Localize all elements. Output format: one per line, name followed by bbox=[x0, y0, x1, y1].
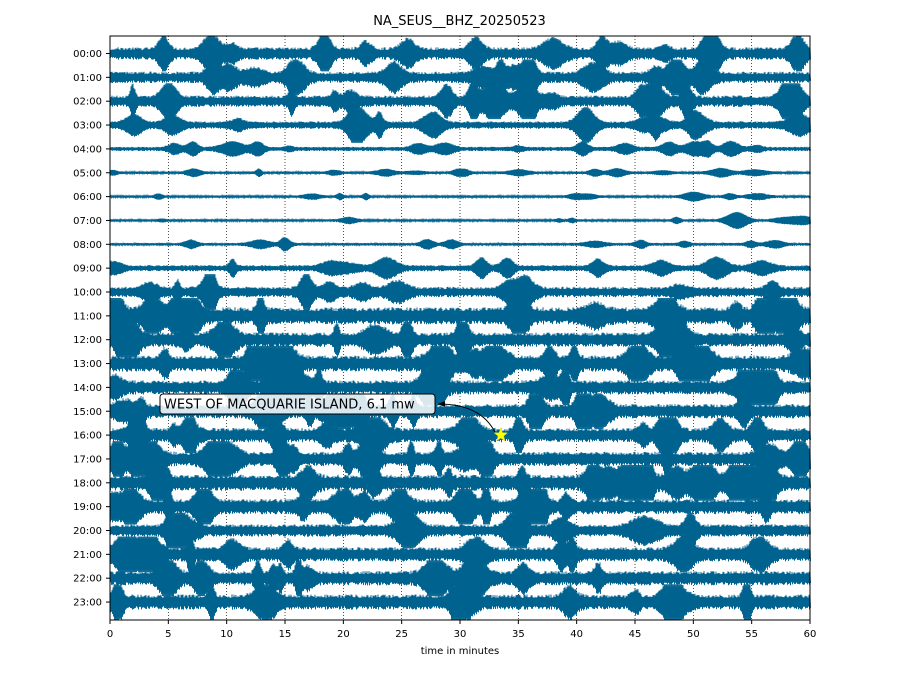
trace-line bbox=[109, 584, 811, 620]
trace-line bbox=[109, 560, 811, 597]
trace-line bbox=[109, 211, 811, 230]
trace-line bbox=[109, 107, 811, 143]
x-tick-label: 5 bbox=[165, 629, 171, 640]
y-tick-label: 23:00 bbox=[73, 598, 102, 609]
trace-line bbox=[109, 441, 811, 477]
trace-line bbox=[109, 297, 811, 334]
y-tick-label: 11:00 bbox=[73, 311, 102, 322]
x-tick-label: 0 bbox=[107, 629, 113, 640]
y-tick-label: 13:00 bbox=[73, 359, 102, 370]
trace-line bbox=[109, 369, 811, 406]
x-tick-label: 60 bbox=[804, 629, 817, 640]
y-tick-label: 20:00 bbox=[73, 526, 102, 537]
trace-line bbox=[109, 274, 811, 310]
x-tick-label: 25 bbox=[395, 629, 408, 640]
trace-line bbox=[109, 139, 811, 158]
y-tick-label: 01:00 bbox=[73, 73, 102, 84]
x-tick-label: 15 bbox=[279, 629, 292, 640]
y-tick-label: 05:00 bbox=[73, 168, 102, 179]
y-tick-label: 08:00 bbox=[73, 240, 102, 251]
trace-line bbox=[109, 191, 811, 202]
y-tick-label: 22:00 bbox=[73, 574, 102, 585]
x-tick-label: 40 bbox=[570, 629, 583, 640]
event-annotation: WEST OF MACQUARIE ISLAND, 6.1 mw bbox=[159, 393, 509, 442]
x-tick-label: 55 bbox=[745, 629, 758, 640]
y-tick-label: 12:00 bbox=[73, 335, 102, 346]
y-tick-label: 04:00 bbox=[73, 144, 102, 155]
trace-line bbox=[109, 59, 811, 96]
trace-line bbox=[109, 256, 811, 281]
y-tick-label: 19:00 bbox=[73, 502, 102, 513]
event-star-marker bbox=[493, 427, 509, 442]
y-tick-label: 09:00 bbox=[73, 264, 102, 275]
trace-line bbox=[109, 345, 811, 382]
event-arrowhead bbox=[438, 401, 445, 407]
y-tick-label: 10:00 bbox=[73, 288, 102, 299]
x-tick-label: 45 bbox=[629, 629, 642, 640]
y-tick-label: 06:00 bbox=[73, 192, 102, 203]
y-tick-label: 03:00 bbox=[73, 121, 102, 132]
trace-line bbox=[109, 488, 811, 525]
y-tick-label: 07:00 bbox=[73, 216, 102, 227]
event-label: WEST OF MACQUARIE ISLAND, 6.1 mw bbox=[164, 398, 415, 413]
x-tick-label: 20 bbox=[337, 629, 350, 640]
x-axis-label: time in minutes bbox=[421, 646, 500, 657]
trace-line bbox=[109, 417, 811, 454]
seismic-traces bbox=[109, 35, 811, 620]
x-tick-label: 30 bbox=[454, 629, 467, 640]
y-axis-hour-labels: 00:00 01:00 02:00 03:00 04:00 05:00 06:00 07:00… bbox=[73, 49, 110, 609]
y-tick-label: 00:00 bbox=[73, 49, 102, 60]
y-tick-label: 16:00 bbox=[73, 431, 102, 442]
y-tick-label: 02:00 bbox=[73, 97, 102, 108]
trace-line bbox=[109, 512, 811, 549]
y-tick-label: 15:00 bbox=[73, 407, 102, 418]
x-tick-label: 35 bbox=[512, 629, 525, 640]
event-arrow bbox=[437, 403, 496, 433]
x-tick-label: 50 bbox=[687, 629, 700, 640]
y-tick-label: 14:00 bbox=[73, 383, 102, 394]
trace-line bbox=[109, 83, 811, 120]
trace-line bbox=[109, 321, 811, 358]
x-axis-ticks: 0 5 10 15 20 25 30 35 40 45 50 55 60 bbox=[107, 620, 817, 640]
y-tick-label: 21:00 bbox=[73, 550, 102, 561]
trace-line bbox=[109, 167, 811, 178]
event-label-box bbox=[159, 393, 436, 415]
trace-line bbox=[109, 536, 811, 573]
trace-line bbox=[109, 464, 811, 501]
y-tick-label: 17:00 bbox=[73, 454, 102, 465]
y-tick-label: 18:00 bbox=[73, 478, 102, 489]
x-tick-label: 10 bbox=[220, 629, 233, 640]
trace-line bbox=[109, 35, 811, 72]
chart-title: NA_SEUS__BHZ_20250523 bbox=[373, 14, 546, 29]
trace-line bbox=[109, 237, 811, 252]
